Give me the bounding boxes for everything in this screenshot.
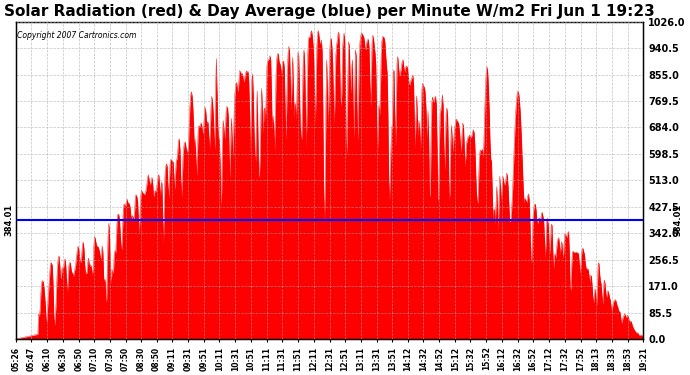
Text: 384.01: 384.01 bbox=[673, 204, 682, 236]
Text: 384.01: 384.01 bbox=[4, 204, 13, 236]
Title: Solar Radiation (red) & Day Average (blue) per Minute W/m2 Fri Jun 1 19:23: Solar Radiation (red) & Day Average (blu… bbox=[4, 4, 655, 19]
Text: Copyright 2007 Cartronics.com: Copyright 2007 Cartronics.com bbox=[17, 31, 136, 40]
